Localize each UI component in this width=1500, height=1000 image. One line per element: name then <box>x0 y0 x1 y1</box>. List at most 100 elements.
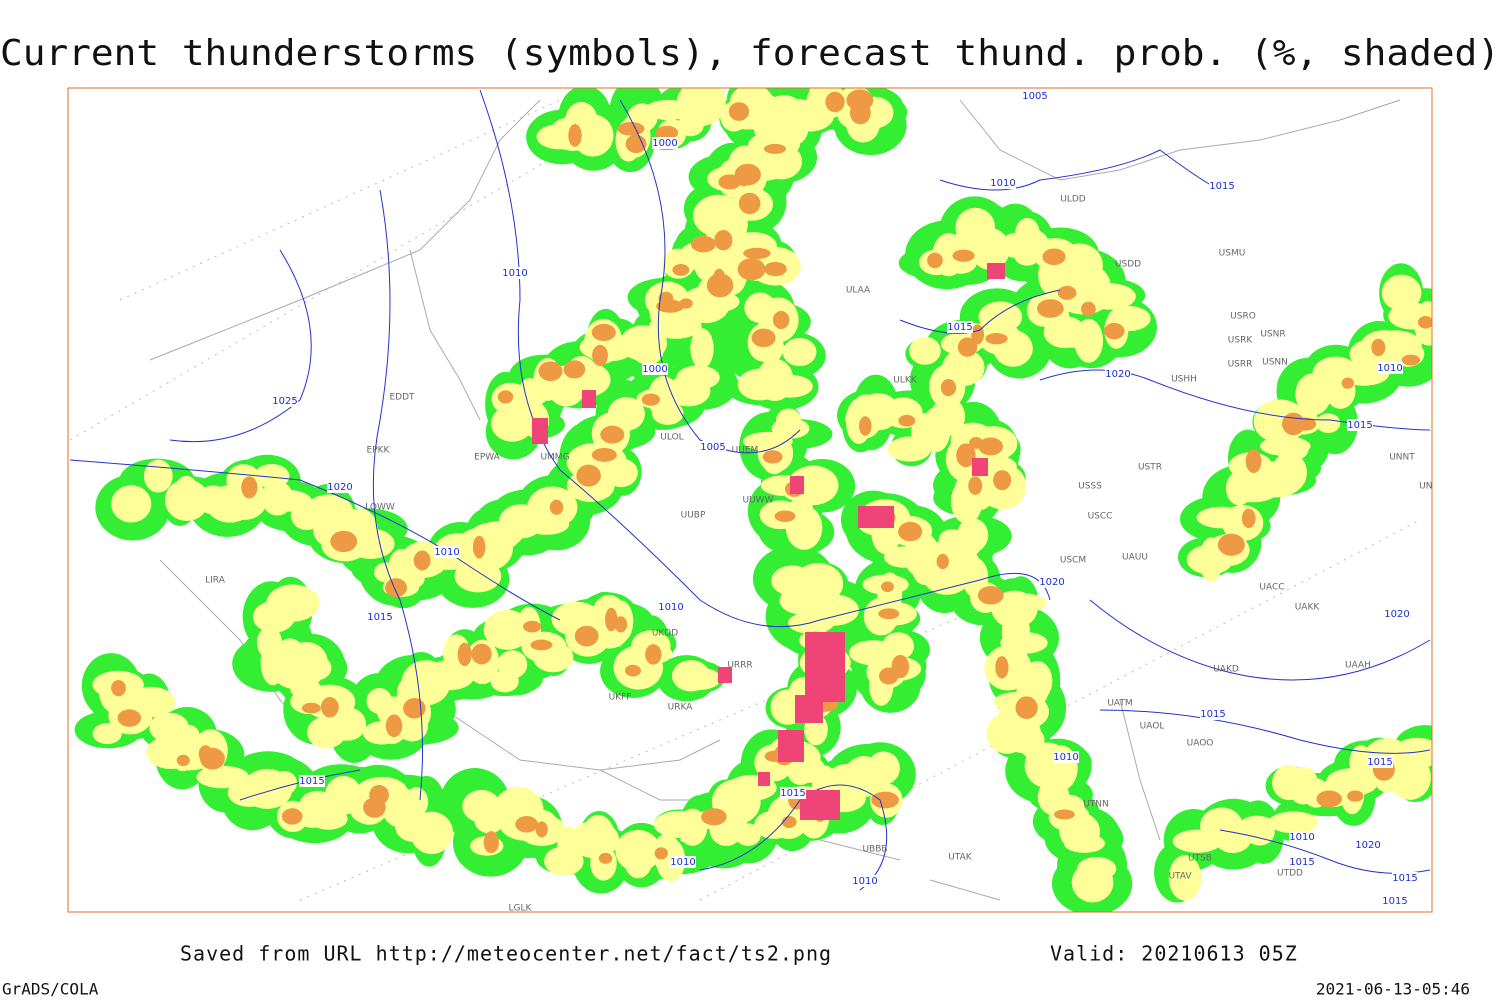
shade-cell <box>993 470 1012 491</box>
shade-cell <box>535 821 548 838</box>
shade-cell <box>574 625 599 647</box>
shade-cell <box>530 639 553 651</box>
shade-cell <box>149 712 190 743</box>
station-code: UTAV <box>1168 872 1192 882</box>
shade-cell <box>600 425 625 444</box>
shade-cell <box>346 528 395 559</box>
station-code: UNNT <box>1389 453 1415 463</box>
shade-cell <box>523 620 542 633</box>
station-code: EPWA <box>474 453 501 463</box>
shade-cell <box>117 709 142 727</box>
isobar-label-bg <box>1367 756 1393 768</box>
shade-cell <box>867 751 900 785</box>
station-code: UAOL <box>1140 722 1165 732</box>
isobar-label: 1000 <box>642 364 667 375</box>
shade-cell <box>772 310 790 330</box>
shade-cell <box>549 499 564 515</box>
isobar-label: 1020 <box>327 482 352 493</box>
shade-cell <box>743 247 771 260</box>
shade-cell <box>1371 338 1386 357</box>
isobar-label-bg <box>1209 180 1235 192</box>
shade-cell <box>744 292 776 323</box>
shade-cell <box>617 122 645 136</box>
shade-cell <box>1001 610 1031 654</box>
isobar-label: 1015 <box>1209 181 1234 192</box>
isobar-label-bg <box>1039 576 1065 588</box>
shade-cell <box>369 784 389 805</box>
station-code: UUWW <box>743 496 774 506</box>
station-code: USHH <box>1171 375 1197 385</box>
shade-cell <box>568 124 582 147</box>
isobar-label-bg <box>367 611 393 623</box>
isobar-label: 1005 <box>700 442 725 453</box>
shade-cell <box>515 816 539 833</box>
shade-cell <box>1268 811 1319 834</box>
shade-cell <box>1325 768 1379 797</box>
shade-cell <box>471 643 492 665</box>
shade-cell <box>1081 301 1096 317</box>
shade-cell <box>675 90 724 127</box>
shade-cell <box>737 368 783 401</box>
isobar-label: 1015 <box>1382 896 1407 907</box>
shade-cell <box>764 261 787 277</box>
isobar-label: 1015 <box>299 776 324 787</box>
shade-cell <box>497 390 514 404</box>
shade-cell <box>281 808 303 825</box>
shade-cell <box>878 667 899 685</box>
shade-cell <box>774 510 796 522</box>
shade-cell <box>878 608 900 620</box>
shade-cell <box>111 679 126 697</box>
station-code: USRK <box>1228 336 1254 346</box>
isobar-label: 1015 <box>367 612 392 623</box>
station-code: USCC <box>1088 512 1113 522</box>
shade-cell <box>1417 315 1432 329</box>
shade-cell <box>374 562 399 583</box>
station-code: UUBP <box>681 511 706 521</box>
shade-cell <box>598 852 613 864</box>
shade-cell <box>607 397 645 431</box>
isobar-label: 1010 <box>658 602 683 613</box>
station-code: USRR <box>1228 360 1253 370</box>
shade-cell <box>978 301 1023 333</box>
station-code: UATM <box>1107 699 1132 709</box>
shade-cell <box>940 378 957 397</box>
isobar-label-bg <box>852 875 878 887</box>
shade-cell <box>985 333 1008 345</box>
shade-cell <box>614 616 628 633</box>
shade-cell <box>604 607 618 632</box>
shade-cell <box>672 263 690 276</box>
shade-cell <box>1316 413 1341 433</box>
station-code: UUEM <box>732 446 759 456</box>
isobar-label: 1010 <box>670 857 695 868</box>
shade-cell <box>1271 452 1307 493</box>
isobar-label-bg <box>1022 90 1048 102</box>
shade-cell <box>952 249 975 262</box>
isobar-label-bg <box>1382 895 1408 907</box>
isobar-label: 1020 <box>1384 609 1409 620</box>
isobar-label: 1015 <box>1367 757 1392 768</box>
station-code: USMU <box>1219 249 1246 259</box>
shade-cell <box>763 143 787 154</box>
shade-cell <box>592 344 608 367</box>
station-code: UNBB <box>1419 482 1445 492</box>
shade-cell <box>1347 790 1364 802</box>
shade-cell <box>1103 322 1125 340</box>
shade-cell <box>654 847 668 860</box>
isobar-label-bg <box>1289 831 1315 843</box>
shade-cell <box>1071 862 1114 903</box>
shade-cell <box>625 134 647 154</box>
isobar-label-bg <box>1377 362 1403 374</box>
shade-cell <box>655 125 679 140</box>
shade-cell <box>737 168 751 187</box>
isobar-label: 1005 <box>1022 91 1047 102</box>
station-code: ULDD <box>1060 195 1086 205</box>
isobar-label-bg <box>272 395 298 407</box>
shade-cell <box>241 476 258 499</box>
shade-cell <box>1316 790 1342 808</box>
shade-cell <box>300 655 332 681</box>
isobar-label: 1020 <box>1039 577 1064 588</box>
shade-cell <box>572 114 614 157</box>
station-code: USRO <box>1230 312 1256 322</box>
station-code: USDD <box>1115 260 1141 270</box>
